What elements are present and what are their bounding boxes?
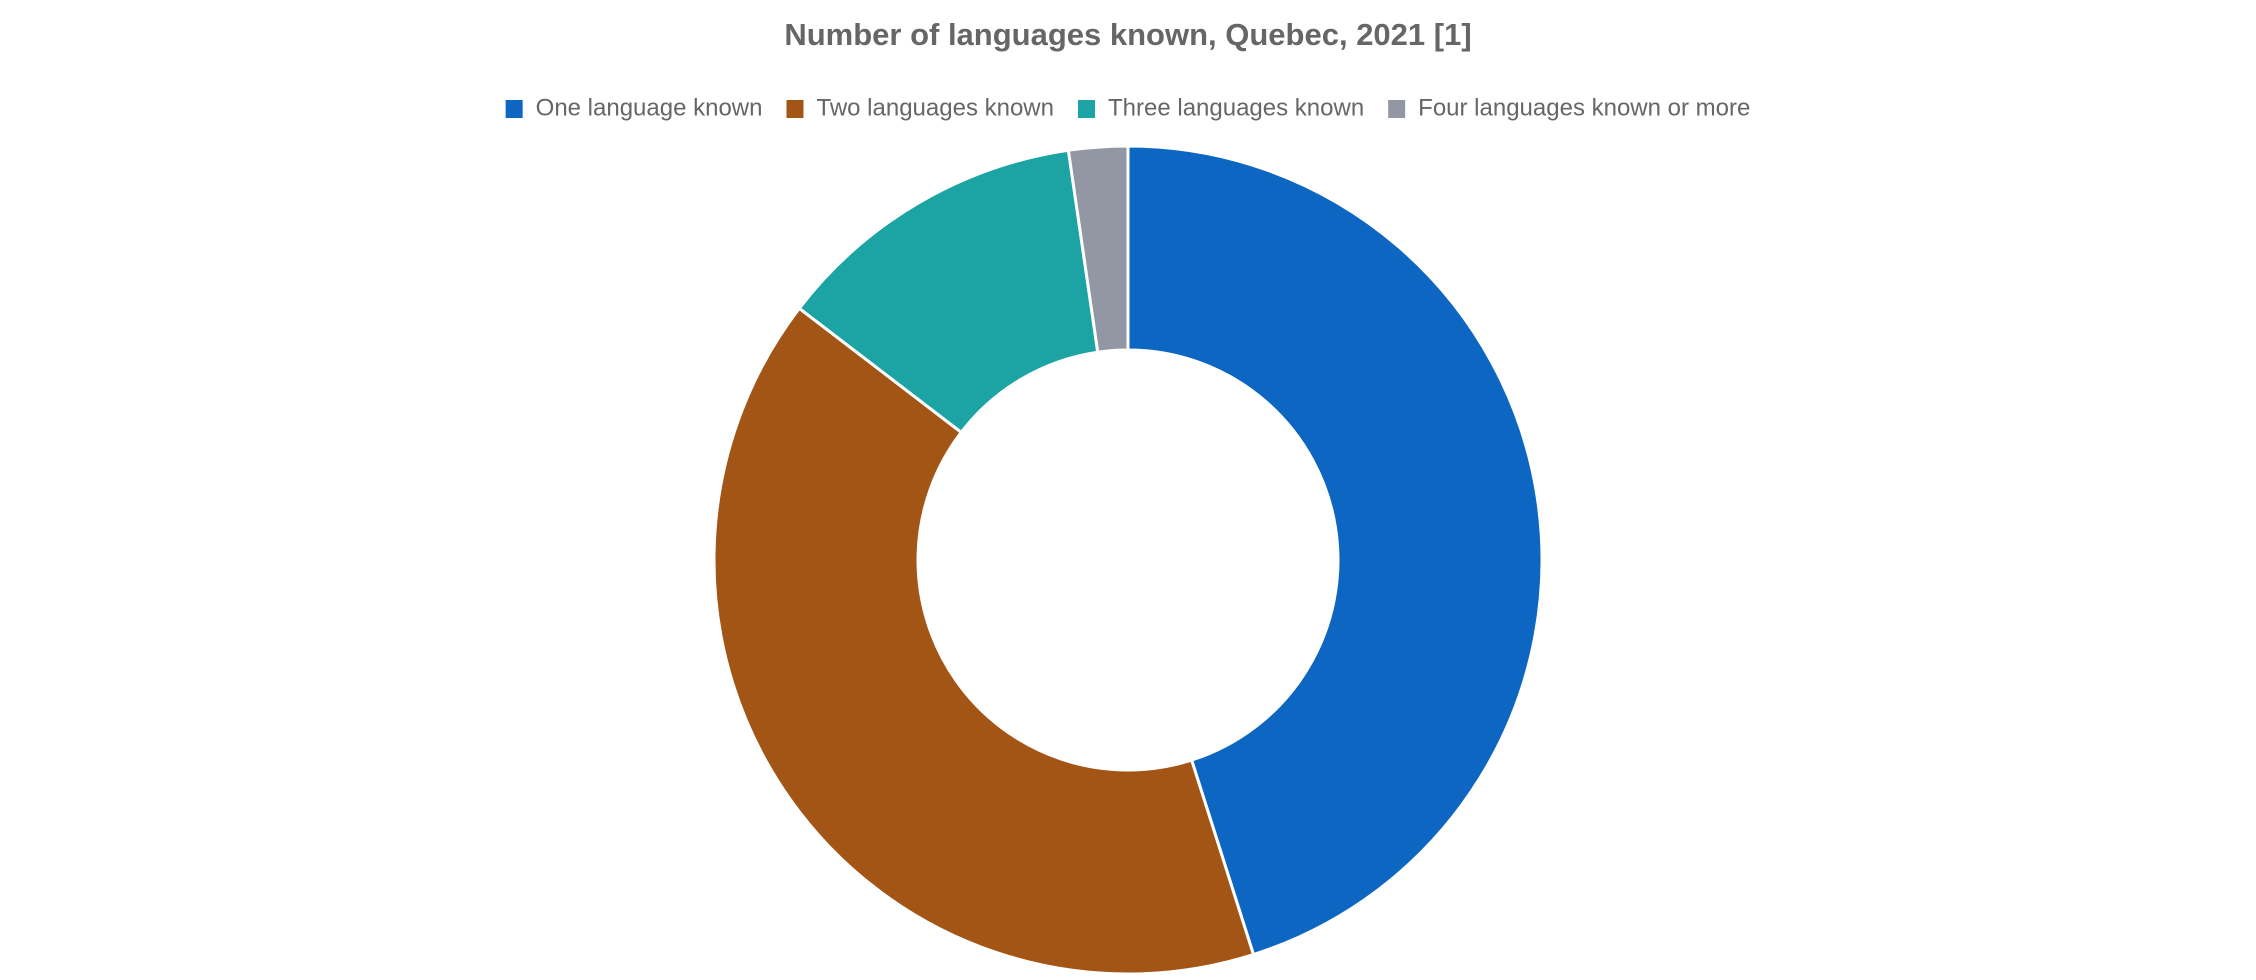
donut: [712, 144, 1544, 976]
legend-swatch: [505, 100, 523, 118]
chart-title: Number of languages known, Quebec, 2021 …: [784, 17, 1471, 52]
legend-label: Three languages known: [1108, 94, 1364, 121]
legend: One language known Two languages known Thr…: [505, 94, 1750, 121]
legend-label: Two languages known: [816, 94, 1054, 121]
legend-label: Four languages known or more: [1418, 94, 1750, 121]
legend-swatch: [1388, 100, 1406, 118]
legend-swatch: [1077, 100, 1095, 118]
donut-slice: [1126, 144, 1544, 957]
donut-slice: [712, 306, 1256, 976]
donut-slice: [797, 148, 1100, 435]
legend-label: One language known: [536, 94, 763, 121]
donut-slice: [1066, 144, 1130, 354]
legend-swatch: [786, 100, 804, 118]
